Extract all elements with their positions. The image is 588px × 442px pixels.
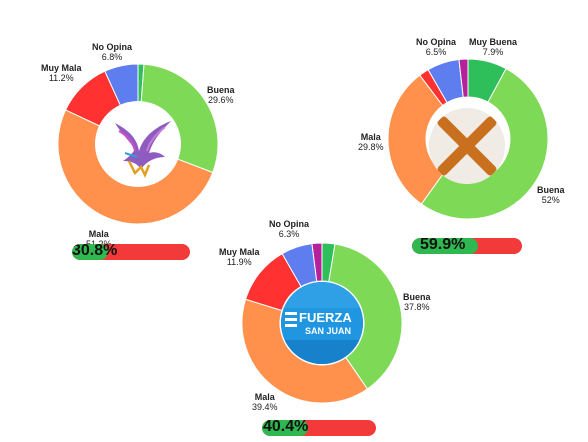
fuerza-san-juan-logo-icon: FUERZA SAN JUAN bbox=[281, 282, 363, 364]
logo-text-san-juan: SAN JUAN bbox=[305, 326, 351, 336]
label-muy-mala-1: Muy Mala 11.2% bbox=[41, 63, 82, 83]
approval-value-3: 40.4% bbox=[263, 420, 309, 435]
donut-chart-1 bbox=[57, 63, 219, 225]
label-no-opina-2: No Opina 6.5% bbox=[416, 37, 456, 57]
donut-chart-3 bbox=[241, 242, 403, 404]
label-muy-mala-3: Muy Mala 11.9% bbox=[219, 247, 260, 267]
donut-2-slice-mala bbox=[387, 74, 445, 205]
label-no-opina-3: No Opina 6.3% bbox=[269, 219, 309, 239]
donut-3-slice-buena bbox=[328, 243, 403, 390]
donut-3-slice-extra bbox=[311, 242, 323, 282]
label-buena-1: Buena 29.6% bbox=[207, 85, 235, 105]
donut-3-slice-mala bbox=[241, 298, 369, 404]
approval-bar-fill-3 bbox=[262, 420, 309, 436]
eagle-logo-icon bbox=[95, 101, 181, 187]
label-no-opina-1: No Opina 6.8% bbox=[92, 42, 132, 62]
donut-2-slice-extra bbox=[458, 58, 469, 98]
approval-value-1: 30.8% bbox=[72, 244, 118, 259]
label-buena-2: Buena 52% bbox=[537, 185, 565, 205]
label-muy-buena-2: Muy Buena 7.9% bbox=[469, 37, 518, 57]
label-mala-3: Mala 39.4% bbox=[252, 392, 278, 412]
approval-bar-fill-1 bbox=[72, 244, 109, 260]
approval-bar-2: 59.9% bbox=[412, 238, 522, 254]
x-mark-logo-icon bbox=[429, 108, 505, 184]
approval-bar-1: 30.8% bbox=[72, 244, 190, 260]
label-buena-3: Buena 37.8% bbox=[403, 292, 431, 312]
approval-bar-3: 40.4% bbox=[262, 420, 376, 436]
approval-value-2: 59.9% bbox=[420, 238, 466, 253]
approval-bar-fill-2 bbox=[412, 238, 478, 254]
logo-text-fuerza: FUERZA bbox=[299, 310, 352, 325]
label-mala-2: Mala 29.8% bbox=[358, 132, 384, 152]
